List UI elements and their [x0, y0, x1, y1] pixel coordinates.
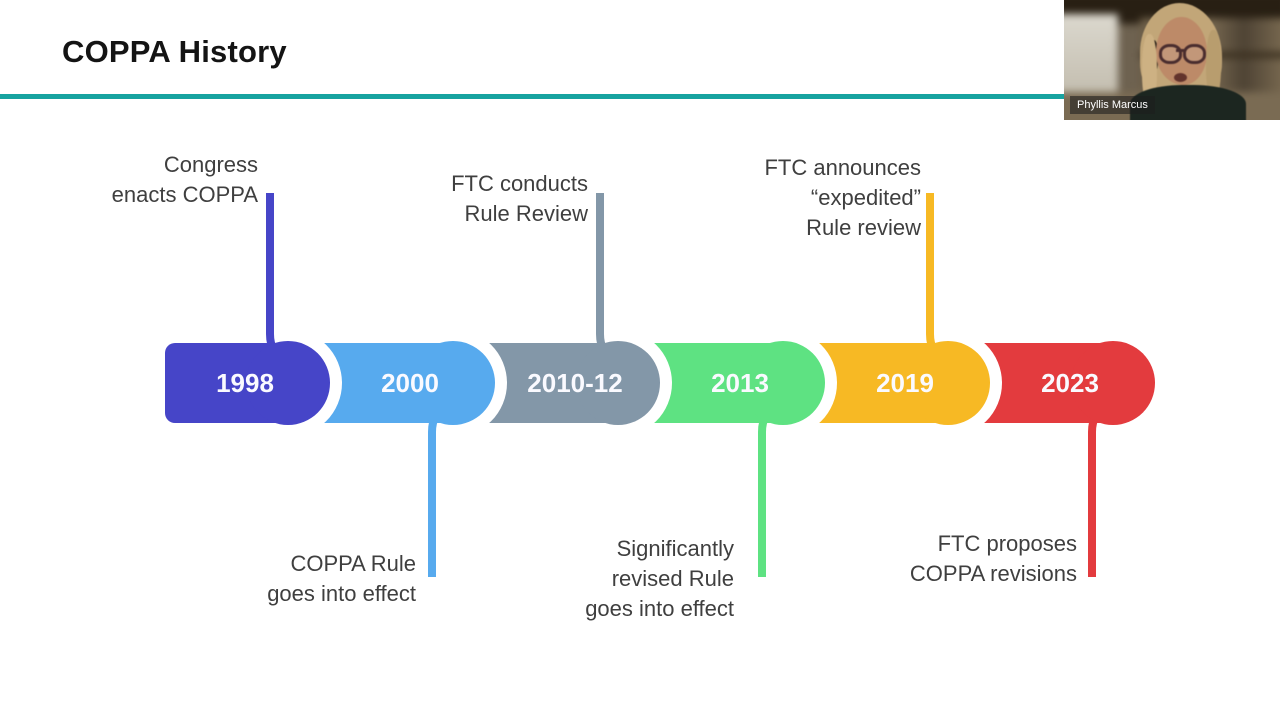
glasses-icon	[1159, 44, 1182, 64]
year-label: 2023	[1041, 368, 1099, 398]
speaker-avatar	[1064, 0, 1280, 120]
glasses-icon	[1183, 44, 1206, 64]
segment-bulb	[906, 341, 990, 425]
segment-bulb	[411, 341, 495, 425]
timeline-segment-1998: 1998	[165, 193, 330, 425]
year-label: 2019	[876, 368, 934, 398]
year-label: 2010-12	[527, 368, 622, 398]
glasses-bridge	[1176, 49, 1184, 52]
year-label: 2013	[711, 368, 769, 398]
event-label: FTC proposes COPPA revisions	[909, 531, 1077, 586]
connector-line	[1088, 402, 1110, 577]
segment-bulb	[1071, 341, 1155, 425]
speaker-name-label: Phyllis Marcus	[1070, 96, 1155, 114]
event-label: Congress enacts COPPA	[111, 152, 258, 207]
avatar-mouth	[1174, 73, 1187, 82]
avatar-hair-right	[1206, 30, 1221, 100]
event-label: COPPA Rule goes into effect	[267, 551, 416, 606]
slide-title: COPPA History	[62, 34, 287, 69]
segment-bulb	[741, 341, 825, 425]
title-divider	[0, 94, 1280, 99]
webcam-tile: Phyllis Marcus	[1064, 0, 1280, 120]
year-label: 2000	[381, 368, 439, 398]
segment-bulb	[246, 341, 330, 425]
event-label: FTC announces “expedited” Rule review	[764, 155, 921, 240]
year-label: 1998	[216, 368, 274, 398]
event-label: Significantly revised Rule goes into eff…	[585, 536, 734, 621]
event-label: FTC conducts Rule Review	[451, 171, 588, 226]
segment-bulb	[576, 341, 660, 425]
